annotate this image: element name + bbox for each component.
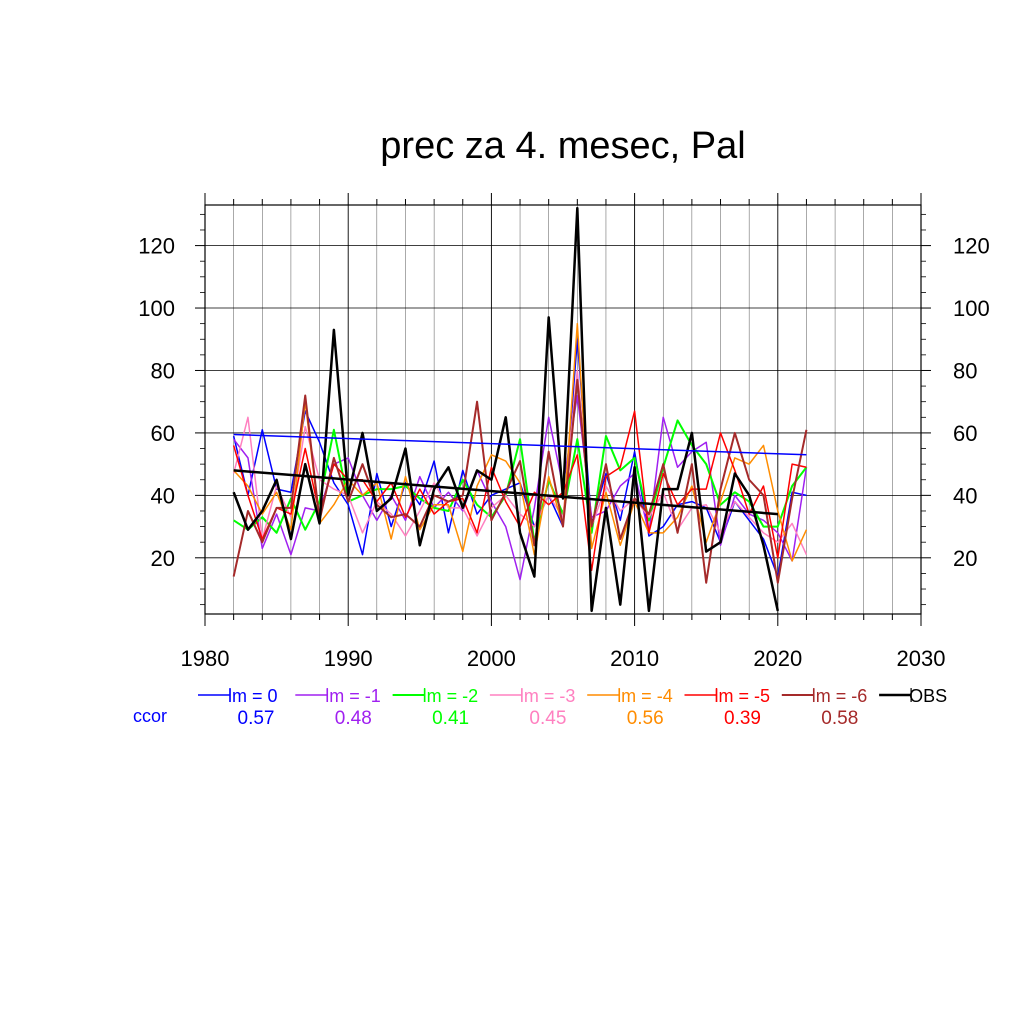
legend-ccor-value: 0.41 <box>432 708 469 729</box>
legend-ccor-value: 0.58 <box>821 708 858 729</box>
x-tick-label: 1990 <box>324 646 373 671</box>
ccor-label: ccor <box>133 706 167 726</box>
x-tick-label: 2010 <box>610 646 659 671</box>
y-tick-label-left: 60 <box>151 421 175 446</box>
y-tick-label-right: 120 <box>953 234 990 259</box>
series-line <box>233 419 808 544</box>
legend-label: lm = -5 <box>715 686 771 706</box>
series-line <box>232 206 780 613</box>
legend-label: lm = 0 <box>228 686 278 706</box>
legend-ccor-value: 0.48 <box>335 708 372 729</box>
y-tick-label-right: 20 <box>953 546 977 571</box>
trend-line <box>233 469 778 516</box>
y-tick-label-right: 60 <box>953 421 977 446</box>
y-tick-label-right: 80 <box>953 358 977 383</box>
legend-ccor-value: 0.57 <box>238 708 275 729</box>
series-line <box>233 322 808 562</box>
x-tick-label: 2020 <box>753 646 802 671</box>
plot-frame <box>204 204 922 615</box>
x-tick-label: 2000 <box>467 646 516 671</box>
y-tick-label-right: 40 <box>953 483 977 508</box>
chart-title: prec za 4. mesec, Pal <box>380 125 745 167</box>
legend-ccor-value: 0.39 <box>724 708 761 729</box>
y-tick-label-left: 100 <box>138 296 175 321</box>
y-tick-label-right: 100 <box>953 296 990 321</box>
legend-ccor-value: 0.45 <box>529 708 566 729</box>
x-tick-label: 2030 <box>897 646 946 671</box>
legend-label: OBS <box>909 686 947 706</box>
legend-label: lm = -2 <box>423 686 479 706</box>
y-tick-label-left: 80 <box>151 358 175 383</box>
y-tick-label-left: 40 <box>151 483 175 508</box>
legend-ccor-value: 0.56 <box>627 708 664 729</box>
legend-label: lm = -4 <box>617 686 673 706</box>
legend-label: lm = -3 <box>520 686 576 706</box>
series-line <box>232 369 808 555</box>
y-tick-label-left: 120 <box>138 234 175 259</box>
trend-line <box>233 433 807 456</box>
x-tick-label: 1980 <box>181 646 230 671</box>
legend-label: lm = -1 <box>325 686 381 706</box>
legend-label: lm = -6 <box>812 686 868 706</box>
y-tick-label-left: 20 <box>151 546 175 571</box>
